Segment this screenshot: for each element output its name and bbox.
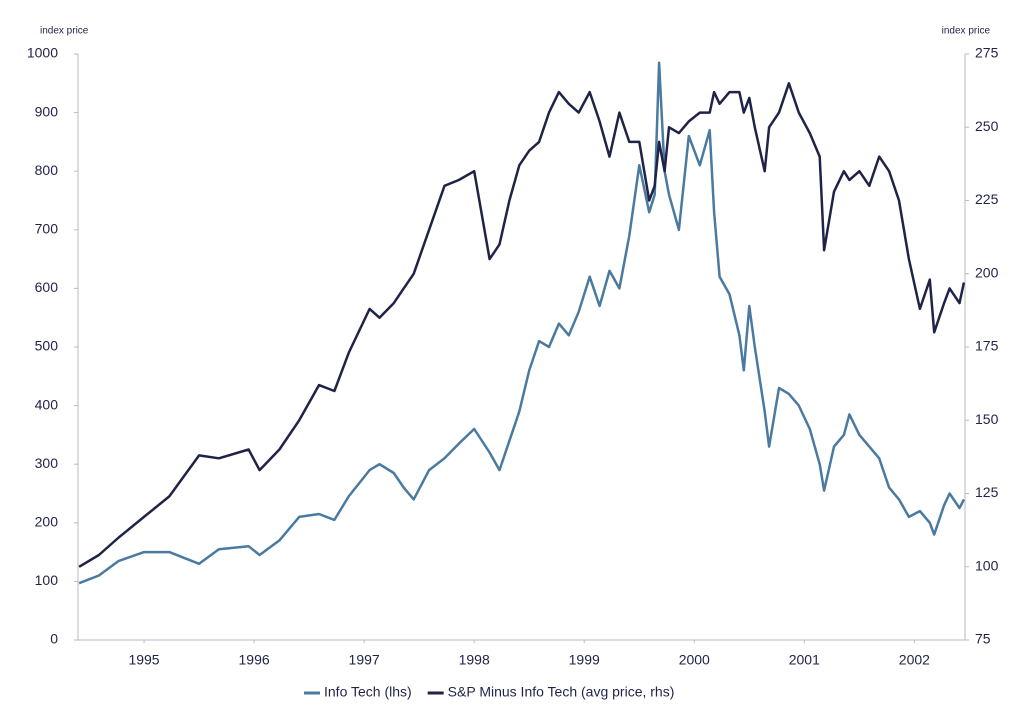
y2-tick-label: 150 xyxy=(975,411,999,427)
y-tick-label: 0 xyxy=(50,631,58,647)
x-tick-label: 1999 xyxy=(569,652,600,668)
left-axis-label: index price xyxy=(40,26,89,37)
y2-tick-label: 100 xyxy=(975,557,999,573)
x-tick-label: 1995 xyxy=(128,652,159,668)
y-tick-label: 900 xyxy=(35,103,59,119)
series-line xyxy=(78,61,966,585)
y-tick-label: 700 xyxy=(35,221,59,237)
y2-tick-label: 225 xyxy=(975,191,999,207)
series-line xyxy=(78,82,966,568)
x-tick-label: 1998 xyxy=(459,652,490,668)
y2-tick-label: 175 xyxy=(975,338,999,354)
y-tick-label: 800 xyxy=(35,162,59,178)
y-tick-label: 500 xyxy=(35,338,59,354)
x-tick-label: 1996 xyxy=(239,652,270,668)
x-tick-label: 2002 xyxy=(899,652,930,668)
y-tick-label: 600 xyxy=(35,279,59,295)
legend-label: S&P Minus Info Tech (avg price, rhs) xyxy=(448,684,675,700)
y2-tick-label: 275 xyxy=(975,45,999,61)
y2-tick-label: 250 xyxy=(975,118,999,134)
y-tick-label: 400 xyxy=(35,396,59,412)
y2-tick-label: 75 xyxy=(975,631,991,647)
y-tick-label: 100 xyxy=(35,572,59,588)
y-tick-label: 300 xyxy=(35,455,59,471)
x-tick-label: 1997 xyxy=(349,652,380,668)
x-tick-label: 2001 xyxy=(789,652,820,668)
right-axis-label: index price xyxy=(942,26,991,37)
legend-label: Info Tech (lhs) xyxy=(324,684,412,700)
y2-tick-label: 200 xyxy=(975,264,999,280)
x-tick-label: 2000 xyxy=(679,652,710,668)
y-tick-label: 200 xyxy=(35,514,59,530)
y2-tick-label: 125 xyxy=(975,484,999,500)
y-tick-label: 1000 xyxy=(27,45,58,61)
